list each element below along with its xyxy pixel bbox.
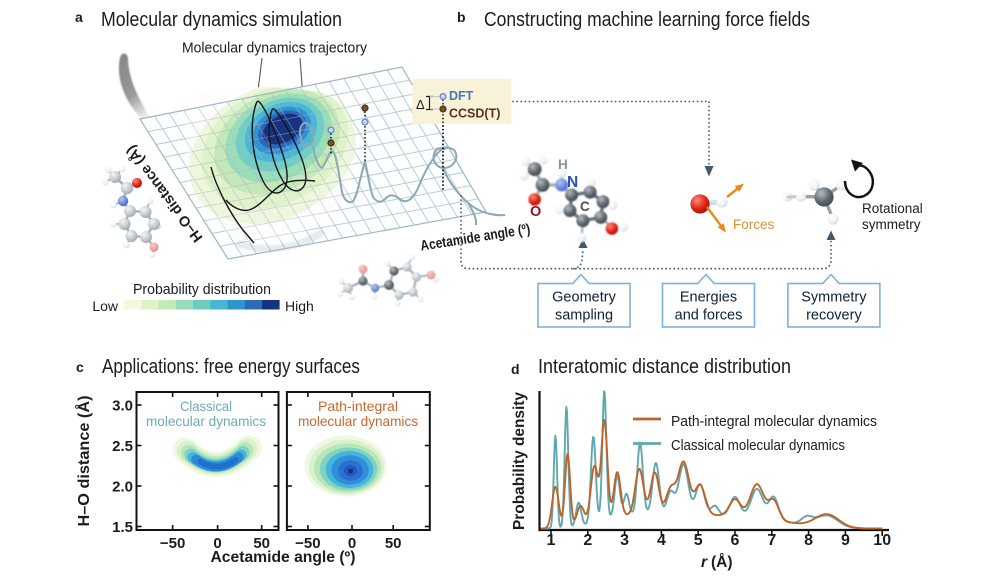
svg-text:O: O bbox=[530, 204, 541, 220]
svg-text:Constructing machine learning: Constructing machine learning force fiel… bbox=[484, 8, 810, 31]
svg-text:−50: −50 bbox=[160, 535, 185, 552]
svg-text:Low: Low bbox=[92, 298, 119, 314]
svg-text:Molecular dynamics trajectory: Molecular dynamics trajectory bbox=[182, 41, 368, 57]
svg-text:3: 3 bbox=[620, 532, 629, 549]
svg-text:10: 10 bbox=[873, 532, 891, 549]
svg-text:50: 50 bbox=[385, 535, 402, 552]
svg-text:3.0: 3.0 bbox=[112, 398, 133, 415]
svg-text:(Å): (Å) bbox=[711, 554, 733, 571]
svg-text:8: 8 bbox=[804, 532, 813, 549]
svg-text:r: r bbox=[701, 554, 708, 571]
svg-text:d: d bbox=[511, 361, 520, 377]
svg-text:5: 5 bbox=[694, 532, 703, 549]
svg-text:2.0: 2.0 bbox=[112, 479, 133, 496]
svg-text:molecular dynamics: molecular dynamics bbox=[298, 413, 418, 429]
svg-text:H–O distance (Å): H–O distance (Å) bbox=[76, 396, 93, 527]
svg-text:−50: −50 bbox=[295, 535, 320, 552]
svg-text:Applications: free energy surf: Applications: free energy surfaces bbox=[102, 355, 360, 378]
svg-text:Δ: Δ bbox=[416, 97, 425, 112]
svg-text:High: High bbox=[285, 298, 314, 314]
svg-text:7: 7 bbox=[767, 532, 776, 549]
svg-text:50: 50 bbox=[253, 535, 270, 552]
svg-text:c: c bbox=[76, 359, 84, 375]
svg-text:2.5: 2.5 bbox=[112, 438, 133, 455]
svg-text:N: N bbox=[567, 174, 578, 191]
svg-text:Acetamide angle (º): Acetamide angle (º) bbox=[419, 221, 531, 254]
svg-text:Interatomic distance distribut: Interatomic distance distribution bbox=[538, 355, 791, 378]
svg-text:recovery: recovery bbox=[806, 308, 862, 324]
svg-text:6: 6 bbox=[731, 532, 740, 549]
svg-text:CCSD(T): CCSD(T) bbox=[449, 107, 500, 121]
svg-text:2: 2 bbox=[583, 532, 592, 549]
svg-text:Classical molecular dynamics: Classical molecular dynamics bbox=[671, 438, 845, 454]
svg-text:Path-integral: Path-integral bbox=[318, 398, 398, 414]
svg-text:b: b bbox=[457, 9, 466, 25]
svg-text:molecular dynamics: molecular dynamics bbox=[146, 413, 266, 429]
svg-text:1.5: 1.5 bbox=[112, 519, 133, 536]
svg-text:H: H bbox=[558, 157, 568, 172]
svg-text:symmetry: symmetry bbox=[862, 217, 921, 232]
svg-text:Path-integral molecular dynami: Path-integral molecular dynamics bbox=[671, 414, 877, 430]
svg-text:Energies: Energies bbox=[680, 290, 737, 306]
svg-text:and forces: and forces bbox=[675, 308, 743, 324]
svg-text:Molecular dynamics simulation: Molecular dynamics simulation bbox=[101, 8, 342, 31]
svg-text:Geometry: Geometry bbox=[552, 290, 616, 306]
svg-text:Classical: Classical bbox=[180, 398, 232, 414]
svg-text:0: 0 bbox=[348, 535, 356, 552]
svg-text:0: 0 bbox=[213, 535, 221, 552]
svg-text:C: C bbox=[580, 199, 590, 214]
svg-text:Symmetry: Symmetry bbox=[801, 290, 867, 306]
svg-text:Rotational: Rotational bbox=[862, 201, 923, 216]
svg-text:4: 4 bbox=[657, 532, 666, 549]
svg-text:Probability distribution: Probability distribution bbox=[133, 282, 271, 298]
svg-text:Probability density: Probability density bbox=[511, 392, 528, 530]
svg-text:1: 1 bbox=[547, 532, 556, 549]
svg-text:Acetamide angle (º): Acetamide angle (º) bbox=[211, 549, 356, 566]
svg-text:9: 9 bbox=[841, 532, 850, 549]
svg-text:Forces: Forces bbox=[733, 217, 775, 232]
svg-text:a: a bbox=[75, 9, 83, 25]
svg-text:DFT: DFT bbox=[449, 89, 474, 103]
svg-text:sampling: sampling bbox=[555, 308, 613, 324]
